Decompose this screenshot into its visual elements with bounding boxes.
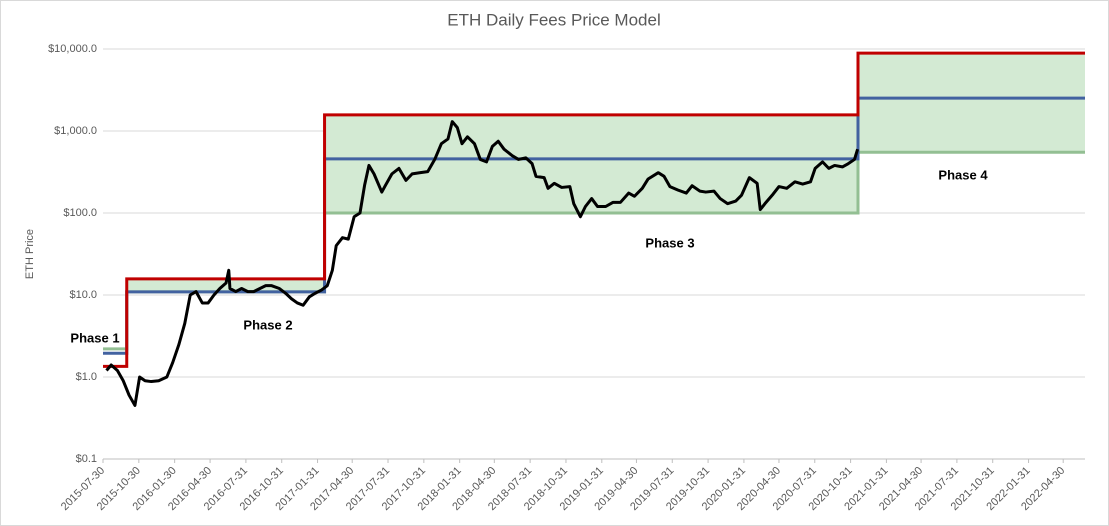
y-tick-label: $10,000.0 (48, 43, 97, 55)
y-tick-label: $100.0 (63, 207, 97, 219)
band-line (103, 51, 1085, 368)
phase-label: Phase 4 (938, 167, 988, 182)
chart-title: ETH Daily Fees Price Model (447, 10, 661, 29)
phase-label: Phase 3 (645, 235, 694, 250)
band-fill (126, 278, 325, 292)
y-tick-label: $0.1 (76, 453, 97, 465)
phase-label: Phase 2 (243, 317, 292, 332)
price-line (105, 120, 860, 407)
y-tick-label: $1.0 (76, 371, 97, 383)
band-fill (857, 53, 1085, 153)
y-tick-label: $10.0 (69, 289, 97, 301)
y-axis-label: ETH Price (24, 229, 36, 279)
y-tick-label: $1,000.0 (54, 125, 97, 137)
phase-label: Phase 1 (70, 330, 119, 345)
